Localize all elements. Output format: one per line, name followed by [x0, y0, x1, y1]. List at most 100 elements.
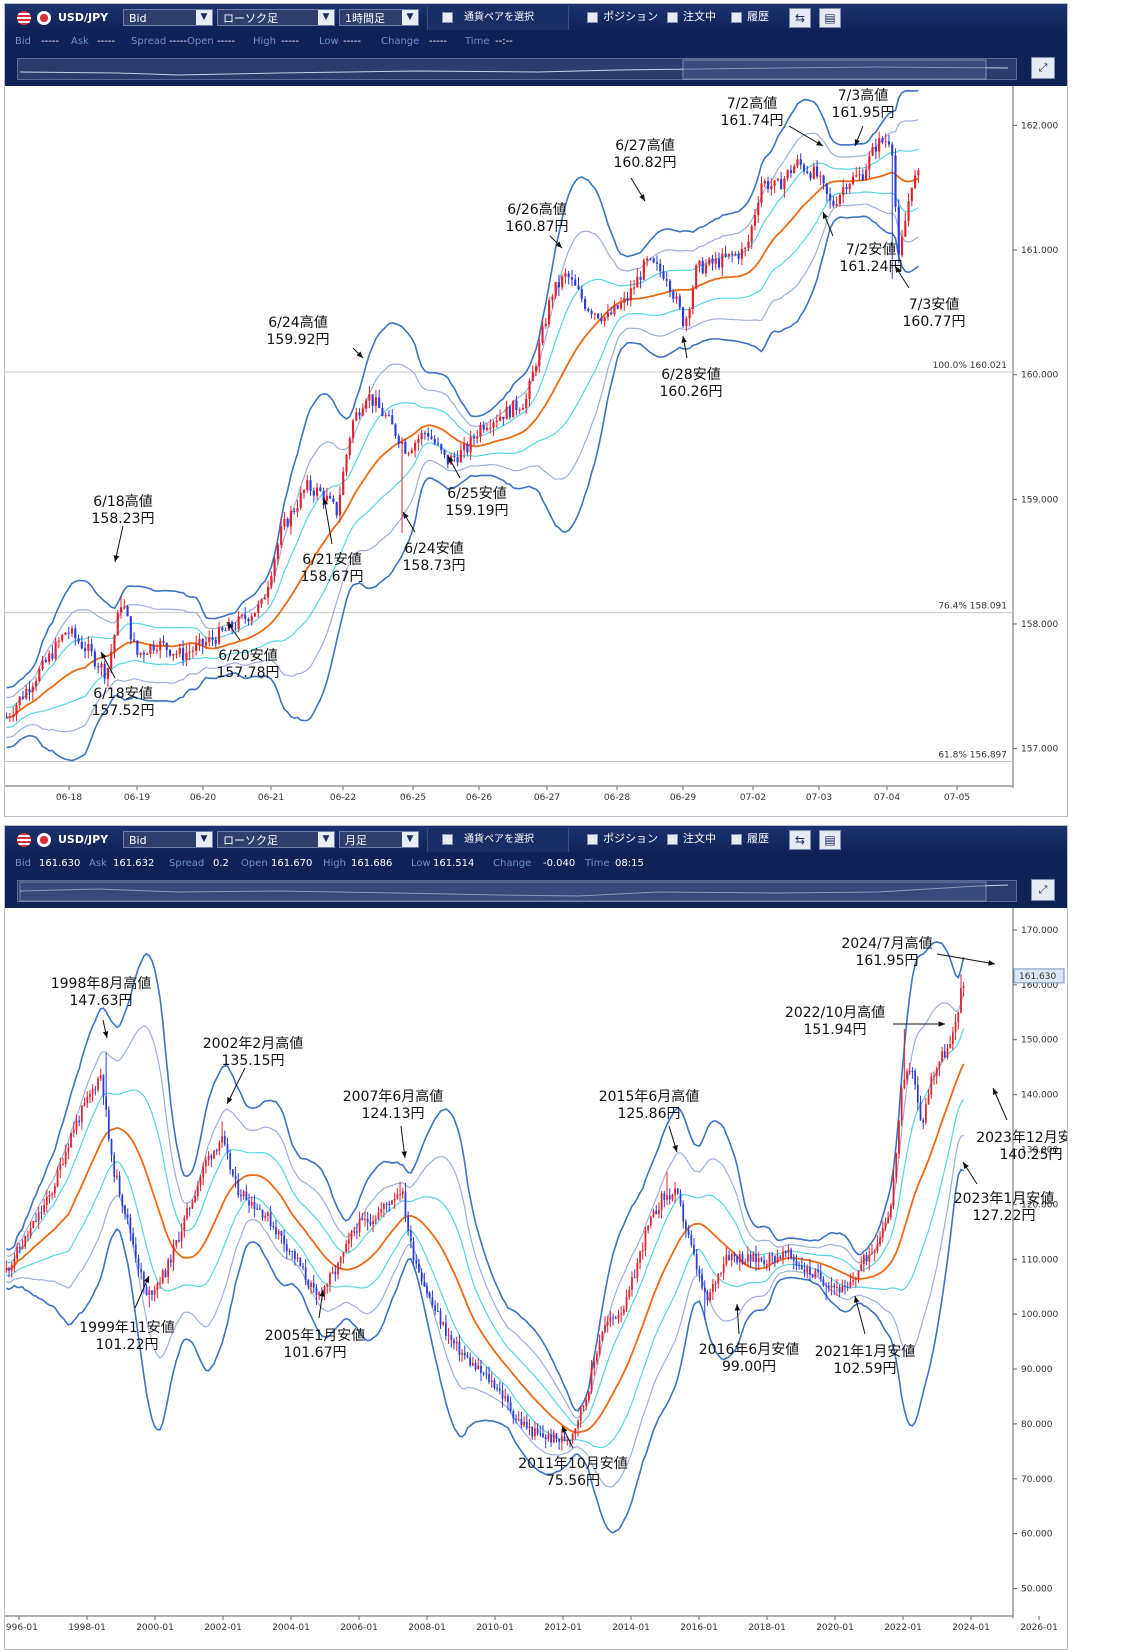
- candle-body: [94, 1089, 97, 1091]
- candle: [698, 260, 701, 273]
- candle-body: [446, 454, 449, 465]
- high-value: -----: [281, 36, 300, 47]
- layout-icon[interactable]: ▤: [819, 8, 841, 28]
- candle: [954, 1014, 957, 1041]
- candle: [587, 1390, 590, 1403]
- candle: [544, 317, 547, 329]
- candle-body: [385, 1203, 388, 1205]
- candle-body: [613, 305, 616, 315]
- candle: [399, 1181, 401, 1202]
- candle: [606, 1315, 609, 1333]
- pair-selector[interactable]: 通貨ペアを選択: [427, 828, 569, 852]
- chart-type-select[interactable]: ローソク足 ▼: [217, 831, 335, 848]
- candle: [105, 1052, 107, 1118]
- candle-body: [456, 457, 459, 463]
- candle: [195, 635, 198, 656]
- candle: [315, 1284, 318, 1305]
- candle: [900, 1085, 903, 1126]
- candle-body: [443, 450, 446, 455]
- time-label: Time: [465, 36, 490, 47]
- candle: [601, 1330, 604, 1342]
- symbol-label[interactable]: USD/JPY: [58, 11, 109, 24]
- candle: [740, 242, 743, 266]
- expand-icon[interactable]: ⤢: [1031, 879, 1055, 901]
- pair-checkbox[interactable]: [442, 12, 453, 23]
- monthly-candlestick-chart[interactable]: 50.00060.00070.00080.00090.000100.000110…: [5, 908, 1067, 1649]
- price-type-select[interactable]: Bid ▼: [123, 9, 213, 26]
- candle-body: [907, 201, 910, 221]
- candle-body: [803, 1269, 806, 1272]
- chart-navigator[interactable]: ⤢: [5, 52, 1067, 86]
- candle: [780, 172, 783, 190]
- bollinger-upper-1sigma: [6, 148, 919, 709]
- annotation-price: 161.95円: [832, 105, 895, 121]
- layout-icon[interactable]: ▤: [819, 830, 841, 850]
- x-tick-label: 06-27: [534, 793, 560, 803]
- hourly-candlestick-chart[interactable]: 157.000158.000159.000160.000161.000162.0…: [5, 86, 1067, 816]
- position-checkbox[interactable]: [587, 834, 598, 845]
- history-checkbox[interactable]: [731, 12, 742, 23]
- chart-navigator[interactable]: ⤢: [5, 874, 1067, 908]
- candle-body: [211, 637, 214, 640]
- annotation-price: 135.15円: [222, 1053, 285, 1069]
- candle: [29, 1221, 32, 1239]
- candle-body: [207, 1155, 210, 1160]
- position-checkbox[interactable]: [587, 12, 598, 23]
- orders-checkbox[interactable]: [667, 12, 678, 23]
- candle: [806, 165, 809, 175]
- candle: [671, 1193, 674, 1202]
- candle: [587, 307, 590, 313]
- chart-type-select[interactable]: ローソク足 ▼: [217, 9, 335, 26]
- annotation-title: 7/2安値: [846, 242, 897, 258]
- history-checkbox[interactable]: [731, 834, 742, 845]
- candle: [48, 1190, 51, 1204]
- candle: [10, 1262, 13, 1278]
- navigator-scrollbar[interactable]: [17, 880, 1017, 902]
- candle-body: [717, 258, 721, 268]
- candle-body: [57, 640, 60, 642]
- candle-body: [64, 632, 67, 635]
- orders-label: 注文中: [683, 10, 716, 23]
- candle: [372, 1215, 374, 1232]
- candle-body: [44, 659, 47, 662]
- price-type-select[interactable]: Bid ▼: [123, 831, 213, 848]
- candle-body: [887, 1217, 890, 1223]
- candle: [463, 1345, 466, 1360]
- ask-value: -----: [97, 36, 116, 47]
- candle: [256, 1203, 259, 1210]
- pair-checkbox[interactable]: [442, 834, 453, 845]
- candle: [436, 1302, 439, 1312]
- candle: [267, 580, 270, 606]
- candle-body: [84, 648, 87, 651]
- candle: [70, 1132, 72, 1148]
- candle-body: [900, 1088, 903, 1121]
- timeframe-select[interactable]: 1時間足 ▼: [339, 9, 419, 26]
- orders-checkbox[interactable]: [667, 834, 678, 845]
- candle: [784, 1249, 787, 1258]
- candle-body: [142, 652, 145, 655]
- chart-settings-icon[interactable]: ⇆: [789, 8, 811, 28]
- pair-selector[interactable]: 通貨ペアを選択: [427, 6, 569, 30]
- candle-body: [364, 1218, 366, 1220]
- symbol-label[interactable]: USD/JPY: [58, 833, 109, 846]
- candle-body: [116, 612, 119, 636]
- annotation-title: 1999年11安値: [79, 1320, 174, 1336]
- candle: [482, 1371, 485, 1377]
- candle: [215, 1148, 218, 1155]
- candle: [226, 1137, 229, 1160]
- candle-body: [269, 1212, 272, 1227]
- candle: [164, 1268, 167, 1278]
- chart-settings-icon[interactable]: ⇆: [789, 830, 811, 850]
- expand-icon[interactable]: ⤢: [1031, 57, 1055, 79]
- candle: [884, 133, 887, 148]
- timeframe-select[interactable]: 月足 ▼: [339, 831, 419, 848]
- candle-body: [652, 1210, 655, 1217]
- annotation-price: 101.67円: [284, 1345, 347, 1361]
- candle-body: [598, 1340, 601, 1354]
- candle: [161, 1268, 164, 1285]
- candle: [446, 454, 449, 469]
- candle-body: [531, 1426, 534, 1437]
- navigator-scrollbar[interactable]: [17, 58, 1017, 80]
- candle: [110, 1138, 113, 1162]
- candle: [307, 1279, 310, 1290]
